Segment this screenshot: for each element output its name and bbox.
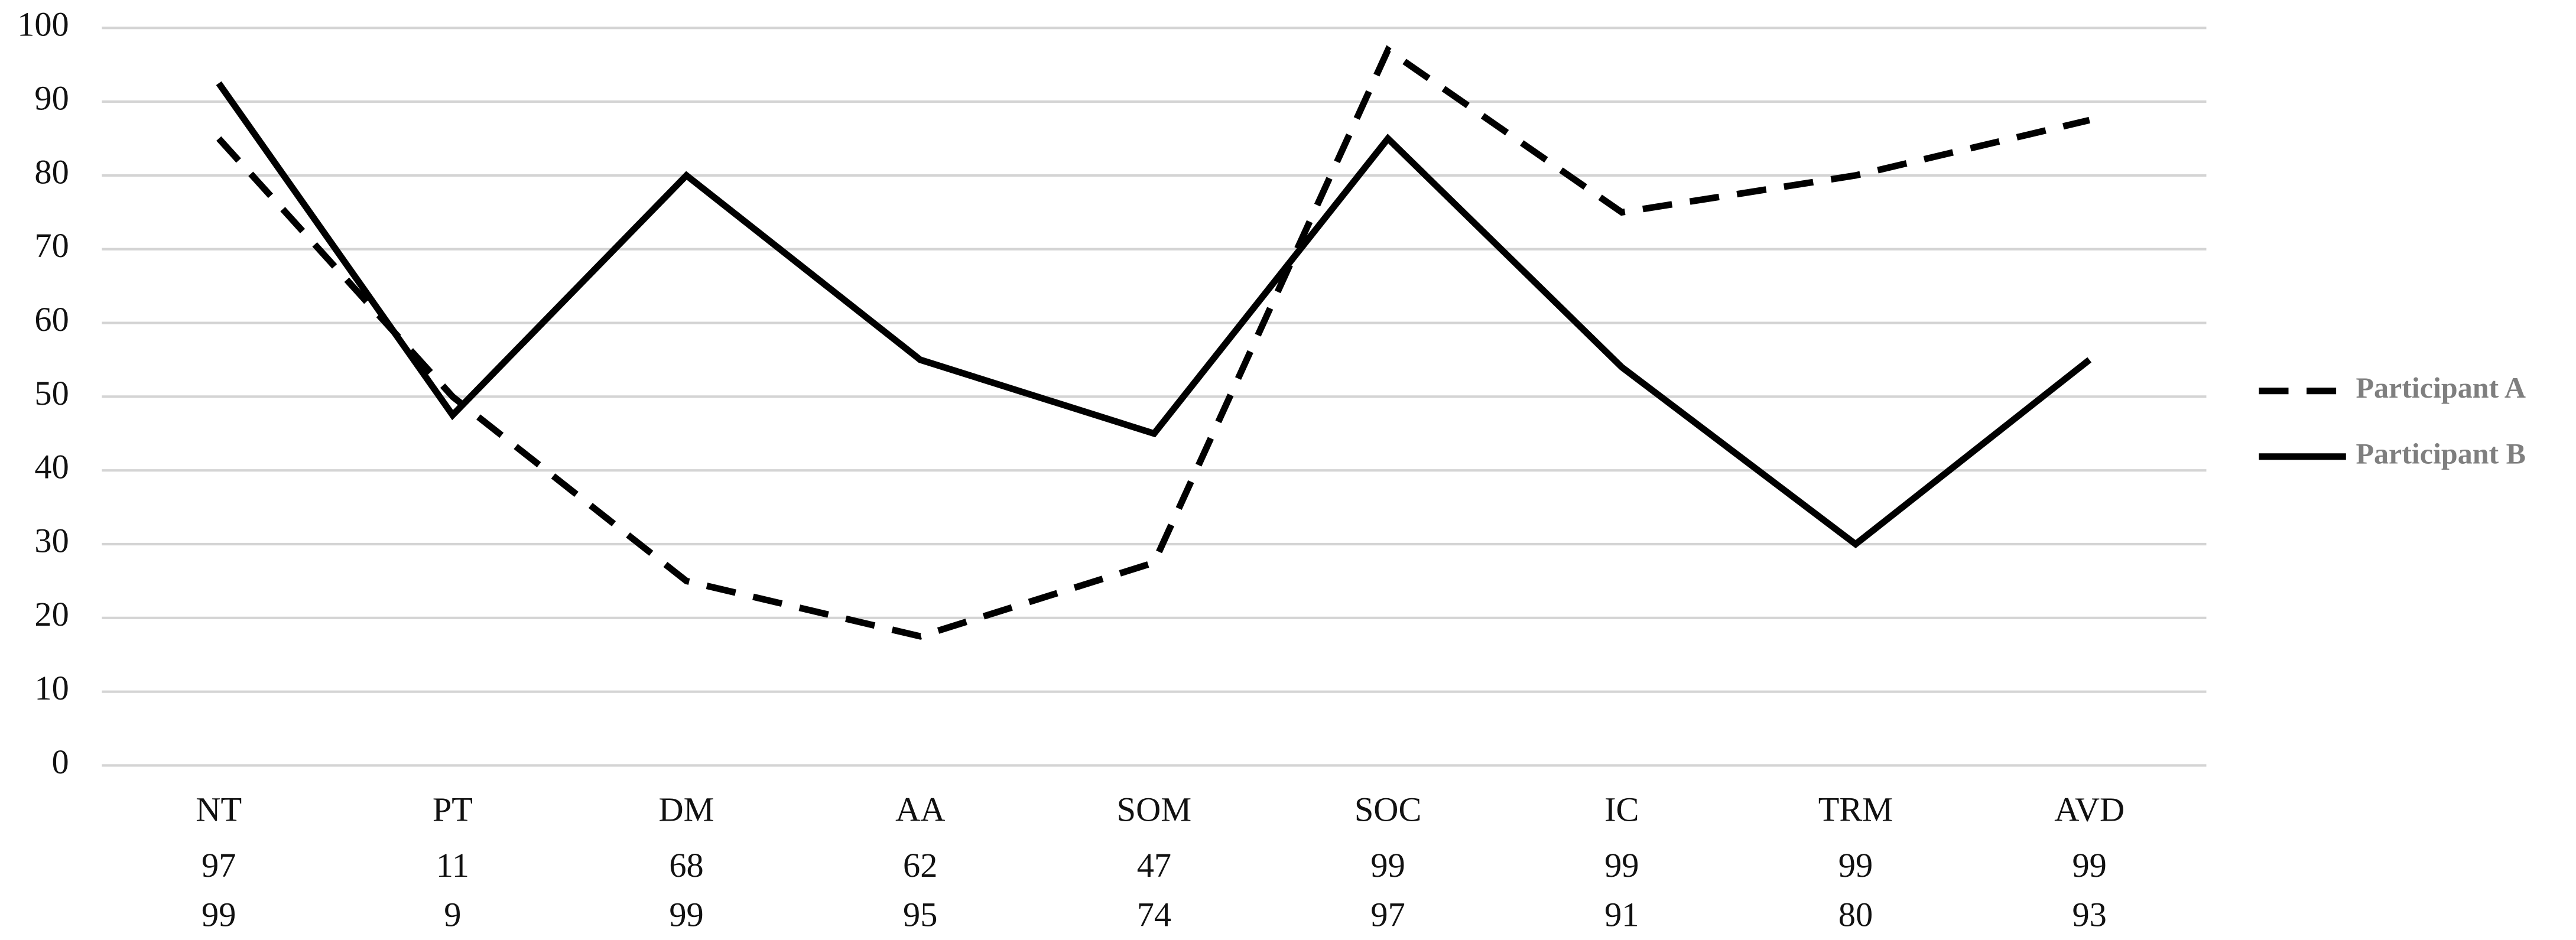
y-tick-label: 30: [34, 521, 69, 560]
category-row-value: 99: [2072, 846, 2106, 884]
x-tick-label: NT: [196, 790, 242, 828]
x-tick-label: SOC: [1354, 790, 1422, 828]
category-row-value: 97: [1370, 895, 1405, 934]
legend-label: Participant B: [2356, 437, 2526, 470]
category-row-value: 99: [202, 895, 236, 934]
category-row-value: 11: [436, 846, 469, 884]
y-tick-label: 80: [34, 152, 69, 191]
category-row-value: 99: [1838, 846, 1873, 884]
x-tick-label: AA: [895, 790, 945, 828]
x-tick-label: PT: [433, 790, 473, 828]
legend-label: Participant A: [2356, 371, 2526, 404]
category-row-value: 99: [1370, 846, 1405, 884]
x-tick-label: IC: [1604, 790, 1639, 828]
category-row-value: 47: [1137, 846, 1171, 884]
category-row-value: 91: [1604, 895, 1639, 934]
category-row-value: 62: [903, 846, 937, 884]
x-tick-label: AVD: [2054, 790, 2125, 828]
x-tick-label: TRM: [1818, 790, 1893, 828]
series-line: [216, 81, 2092, 549]
category-row-value: 95: [903, 895, 937, 934]
y-tick-label: 90: [34, 79, 69, 117]
y-tick-label: 20: [34, 595, 69, 633]
y-tick-label: 0: [52, 743, 69, 781]
category-row-value: 93: [2072, 895, 2106, 934]
y-tick-label: 100: [17, 5, 69, 44]
category-row-value: 80: [1838, 895, 1873, 934]
category-row-value: 99: [669, 895, 703, 934]
category-row-value: 99: [1604, 846, 1639, 884]
category-row-value: 97: [202, 846, 236, 884]
y-tick-label: 60: [34, 300, 69, 339]
y-tick-label: 10: [34, 669, 69, 707]
series-line: [216, 45, 2090, 640]
x-tick-label: DM: [659, 790, 714, 828]
x-tick-label: SOM: [1117, 790, 1192, 828]
category-row-value: 68: [669, 846, 703, 884]
y-tick-label: 70: [34, 226, 69, 265]
y-tick-label: 50: [34, 374, 69, 412]
category-row-value: 9: [444, 895, 461, 934]
category-row-value: 74: [1137, 895, 1171, 934]
y-tick-label: 40: [34, 448, 69, 486]
